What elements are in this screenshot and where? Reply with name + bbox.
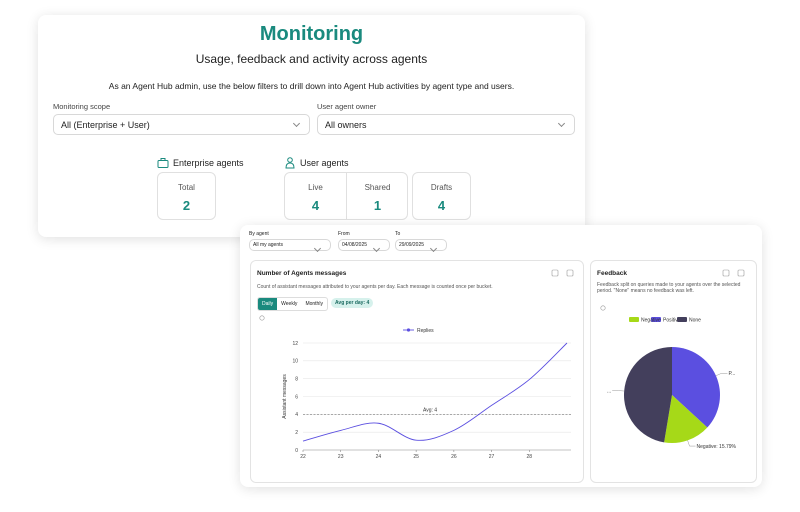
user-icon <box>285 157 295 169</box>
stat: Live 4 <box>285 173 346 213</box>
pie-slice <box>664 395 708 443</box>
x-tick-label: 27 <box>489 454 495 460</box>
chart-subtitle: Feedback split on queries made to your a… <box>597 282 741 294</box>
legend-label: None <box>689 318 701 324</box>
reset-icon[interactable] <box>600 305 606 311</box>
legend-swatch <box>629 317 639 322</box>
scope-select[interactable]: All (Enterprise + User) <box>53 114 310 135</box>
stat-label: Drafts <box>430 183 453 192</box>
y-axis-label: Assistant messages <box>282 374 288 419</box>
stat-value: 4 <box>311 198 320 213</box>
y-tick-label: 12 <box>292 341 298 347</box>
filter-label: Monitoring scope <box>53 102 111 111</box>
y-tick-label: 0 <box>295 448 298 454</box>
y-tick-label: 4 <box>295 412 298 418</box>
legend-swatch <box>651 317 661 322</box>
stat-card: Total 2 <box>157 172 216 220</box>
briefcase-icon <box>157 158 169 168</box>
x-tick-label: 25 <box>413 454 419 460</box>
stat-value: 1 <box>373 198 382 213</box>
pie-slice <box>672 347 720 428</box>
expand-icon[interactable] <box>737 269 745 277</box>
label-leader <box>715 373 728 376</box>
x-tick-label: 28 <box>527 454 533 460</box>
owner-select[interactable]: All owners <box>317 114 575 135</box>
slice-label: Negative: 15.79% <box>697 444 737 450</box>
stat-label: Total <box>178 183 195 192</box>
tab[interactable]: Daily <box>258 298 278 310</box>
agent-select[interactable]: All my agents <box>249 239 331 251</box>
x-tick-label: 23 <box>338 454 344 460</box>
slice-label: ... <box>607 388 611 394</box>
stat-label: Live <box>308 183 323 192</box>
y-tick-label: 2 <box>295 430 298 436</box>
stat-value: 2 <box>182 198 191 213</box>
reset-icon[interactable] <box>259 315 265 321</box>
y-tick-label: 8 <box>295 376 298 382</box>
x-tick-label: 26 <box>451 454 457 460</box>
to-input[interactable]: 29/09/2025 <box>395 239 447 251</box>
stat-value: 4 <box>437 198 446 213</box>
legend-label: Negative <box>641 318 661 324</box>
section-title: Enterprise agents <box>173 158 244 168</box>
monitoring-card: Monitoring Usage, feedback and activity … <box>38 15 585 237</box>
subtitle: Usage, feedback and activity across agen… <box>195 52 428 66</box>
download-icon[interactable] <box>551 269 559 277</box>
expand-icon[interactable] <box>566 269 574 277</box>
filter-label: User agent owner <box>317 102 377 111</box>
reference-label: Avg: 4 <box>423 407 437 413</box>
stat-card: Drafts 4 <box>412 172 471 220</box>
stat-group: Live 4 Shared 1 <box>284 172 408 220</box>
y-tick-label: 10 <box>292 359 298 365</box>
from-input[interactable]: 04/08/2025 <box>338 239 390 251</box>
chart-title: Feedback <box>597 270 627 277</box>
avg-badge: Avg per day: 4 <box>331 298 374 308</box>
chart-title: Number of Agents messages <box>257 270 347 277</box>
x-tick-label: 24 <box>376 454 382 460</box>
section-title: User agents <box>300 158 349 168</box>
stat: Shared 1 <box>346 173 408 219</box>
filter-label: By agent <box>249 231 269 237</box>
slice-label: P... <box>728 371 735 377</box>
y-tick-label: 6 <box>295 394 298 400</box>
legend-dot <box>406 328 411 332</box>
download-icon[interactable] <box>722 269 730 277</box>
chart-subtitle: Count of assistant messages attributed t… <box>257 284 493 290</box>
pie-slice <box>624 347 672 443</box>
stat-label: Shared <box>364 183 391 192</box>
line-series <box>302 342 568 442</box>
legend-swatch <box>677 317 687 322</box>
x-tick-label: 22 <box>300 454 306 460</box>
tab[interactable]: Monthly <box>305 301 323 307</box>
messages-card: Number of Agents messages Count of assis… <box>250 260 584 483</box>
title: Monitoring <box>259 23 364 45</box>
filter-label: To <box>395 231 401 237</box>
label-leader <box>687 440 696 447</box>
description: As an Agent Hub admin, use the below fil… <box>108 81 515 91</box>
filter-label: From <box>338 231 350 237</box>
tabs: Daily Weekly Monthly <box>257 297 328 311</box>
tab[interactable]: Weekly <box>281 301 298 307</box>
legend-label: Positive <box>663 318 681 324</box>
legend-label: Replies <box>417 328 434 334</box>
